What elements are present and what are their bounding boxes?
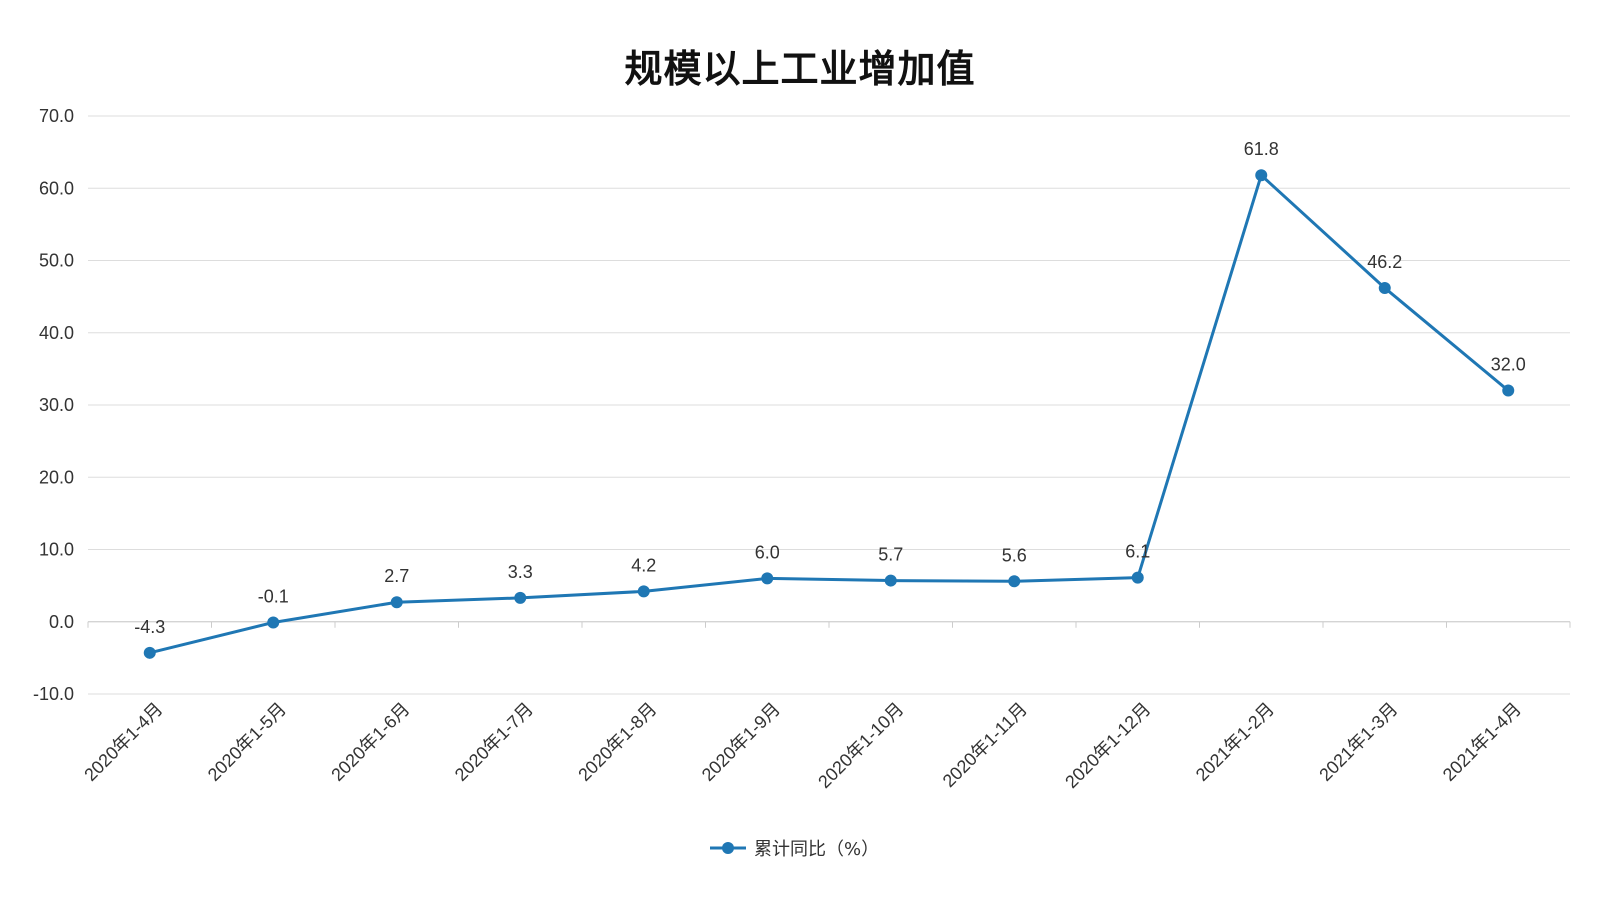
x-tick-label: 2020年1-11月 <box>939 699 1031 791</box>
data-point[interactable] <box>1378 281 1391 294</box>
y-tick-label: 50.0 <box>39 251 74 271</box>
chart-title: 规模以上工业增加值 <box>624 47 976 91</box>
data-label: 61.8 <box>1244 139 1279 159</box>
legend-label: 累计同比（%） <box>754 839 879 860</box>
y-tick-label: 70.0 <box>39 106 74 126</box>
y-tick-label: 20.0 <box>39 467 74 487</box>
data-label: 6.0 <box>755 542 780 562</box>
data-point[interactable] <box>1008 575 1021 588</box>
x-axis-labels: 2020年1-4月 2020年1-5月 2020年1-6月 2020年1-7月 2020… <box>80 699 1525 792</box>
y-axis-ticks: 70.0 60.0 50.0 40.0 30.0 20.0 10.0 0.0 -10.0 <box>33 106 74 704</box>
x-tick-label: 2020年1-12月 <box>1061 699 1154 792</box>
x-tick-label: 2020年1-6月 <box>327 699 413 785</box>
y-tick-label: 10.0 <box>39 540 74 560</box>
y-tick-label: 40.0 <box>39 323 74 343</box>
data-label: -0.1 <box>258 586 289 606</box>
data-point[interactable] <box>1255 169 1268 182</box>
data-point[interactable] <box>884 574 897 587</box>
data-label: 32.0 <box>1491 355 1526 375</box>
x-tick-label: 2021年1-3月 <box>1315 699 1401 785</box>
y-tick-label: -10.0 <box>33 684 74 704</box>
data-label: 4.2 <box>631 555 656 575</box>
data-label: -4.3 <box>134 617 165 637</box>
data-label: 3.3 <box>508 562 533 582</box>
x-tick-label: 2021年1-4月 <box>1439 699 1525 785</box>
series-line <box>149 173 1510 655</box>
x-tick-label: 2020年1-5月 <box>204 699 290 785</box>
legend[interactable]: 累计同比（%） <box>710 839 879 860</box>
data-point[interactable] <box>1131 571 1144 584</box>
x-tick-label: 2020年1-8月 <box>574 699 660 785</box>
y-tick-label: 30.0 <box>39 395 74 415</box>
data-point[interactable] <box>143 646 156 659</box>
x-tick-label: 2020年1-4月 <box>80 699 166 785</box>
x-tick-label: 2020年1-9月 <box>698 699 784 785</box>
data-label: 6.1 <box>1125 542 1150 562</box>
data-point[interactable] <box>1502 384 1515 397</box>
x-tick-label: 2021年1-2月 <box>1192 699 1278 785</box>
x-tick-label: 2020年1-7月 <box>451 699 537 785</box>
data-point[interactable] <box>761 572 774 585</box>
data-point[interactable] <box>267 616 280 629</box>
x-tick-label: 2020年1-10月 <box>814 699 907 792</box>
y-tick-label: 60.0 <box>39 178 74 198</box>
data-point[interactable] <box>390 596 403 609</box>
data-label: 2.7 <box>384 566 409 586</box>
data-label: 46.2 <box>1367 252 1402 272</box>
legend-marker <box>722 842 734 854</box>
data-labels: -4.3 -0.1 2.7 3.3 4.2 6.0 5.7 5.6 6.1 61.8 46.2 32.… <box>134 139 1526 637</box>
data-point[interactable] <box>514 591 527 604</box>
gridlines <box>88 115 1570 695</box>
data-label: 5.6 <box>1002 545 1027 565</box>
series-points <box>143 169 1515 659</box>
data-label: 5.7 <box>878 545 903 565</box>
data-point[interactable] <box>637 585 650 598</box>
x-axis <box>87 621 1571 628</box>
y-tick-label: 0.0 <box>49 612 74 632</box>
